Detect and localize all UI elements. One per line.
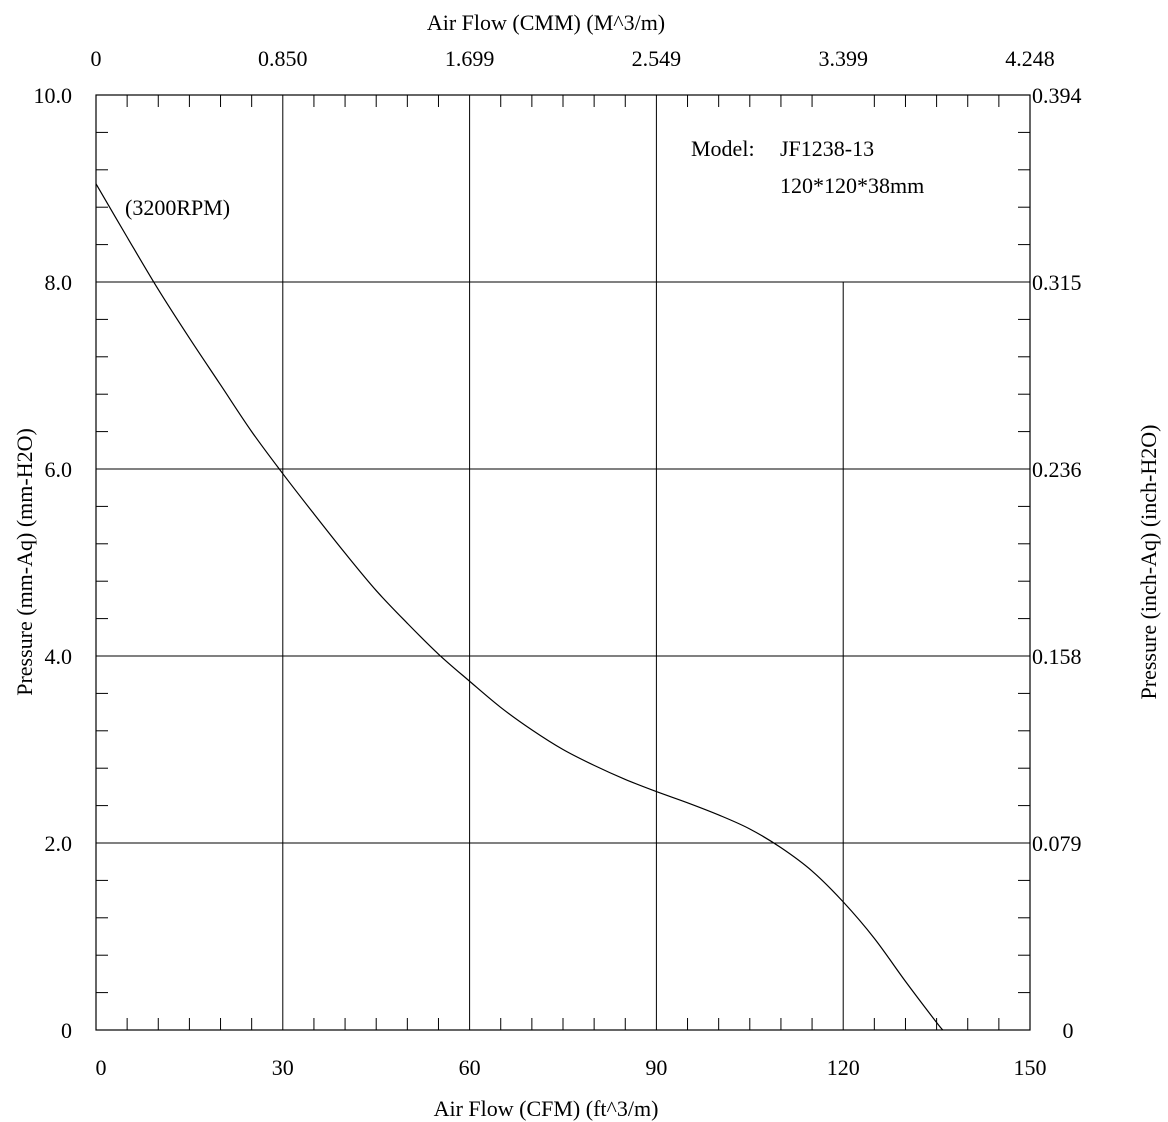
y-axis-title-left: Pressure (mm-Aq) (mm-H2O) <box>12 428 37 696</box>
x-top-tick-label-5: 4.248 <box>1005 46 1055 71</box>
x-tick-label-0: 0 <box>96 1055 107 1080</box>
x-top-tick-label-1: 0.850 <box>258 46 308 71</box>
y-right-tick-label-1: 0.079 <box>1032 831 1082 856</box>
plot-frame <box>95 94 1031 1031</box>
model-label: Model: <box>691 136 755 161</box>
x-top-tick-label-2: 1.699 <box>445 46 495 71</box>
x-tick-label-2: 60 <box>459 1055 481 1080</box>
x-axis-title-top: Air Flow (CMM) (M^3/m) <box>427 10 665 35</box>
y-tick-label-2: 4.0 <box>45 644 73 669</box>
x-tick-label-3: 90 <box>645 1055 667 1080</box>
x-top-tick-label-3: 2.549 <box>632 46 682 71</box>
y-tick-label-1: 2.0 <box>45 831 73 856</box>
model-size: 120*120*38mm <box>780 173 924 198</box>
y-tick-label-4: 8.0 <box>45 270 73 295</box>
y-right-tick-label-4: 0.315 <box>1032 270 1082 295</box>
x-axis-title-bottom: Air Flow (CFM) (ft^3/m) <box>434 1096 659 1121</box>
series-label-3200rpm: (3200RPM) <box>125 195 230 220</box>
y-right-tick-label-5: 0.394 <box>1032 83 1082 108</box>
series-line-3200rpm <box>95 183 944 1031</box>
y-axis-title-right: Pressure (inch-Aq) (inch-H2O) <box>1136 425 1161 700</box>
minor-ticks <box>96 95 1030 1030</box>
y-tick-label-3: 6.0 <box>45 457 73 482</box>
grid-lines <box>96 95 1030 1030</box>
x-top-tick-label-4: 3.399 <box>818 46 868 71</box>
y-right-tick-label-0: 0 <box>1063 1018 1074 1043</box>
y-right-tick-label-2: 0.158 <box>1032 644 1082 669</box>
x-tick-label-4: 120 <box>827 1055 860 1080</box>
model-name: JF1238-13 <box>780 136 874 161</box>
x-tick-label-5: 150 <box>1014 1055 1047 1080</box>
y-tick-label-0: 0 <box>61 1018 72 1043</box>
x-top-tick-label-0: 0 <box>91 46 102 71</box>
y-tick-label-5: 10.0 <box>34 83 73 108</box>
y-right-tick-label-3: 0.236 <box>1032 457 1082 482</box>
x-tick-label-1: 30 <box>272 1055 294 1080</box>
